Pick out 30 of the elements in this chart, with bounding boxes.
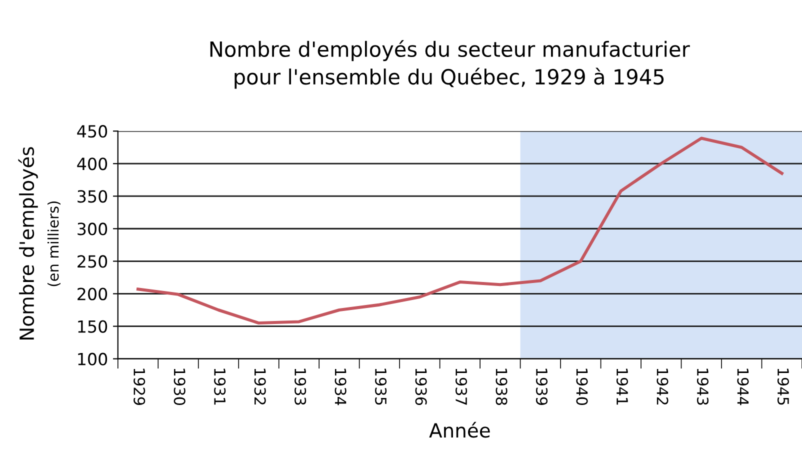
chart-title: Nombre d'employés du secteur manufacturier pour l'ensemble du Québec, 1929 à 1945: [210, 40, 690, 89]
x-tick-label: 1943: [696, 368, 709, 405]
x-tick-label: 1944: [737, 368, 749, 406]
y-tick-label: 250: [78, 255, 108, 268]
x-tick-label: 1931: [214, 368, 226, 405]
y-tick-label: 350: [78, 190, 108, 203]
x-tick-label: 1940: [576, 368, 588, 405]
line-series: [136, 136, 784, 325]
x-tick-label: 1942: [656, 368, 668, 404]
y-tick-label: 150: [78, 320, 108, 333]
x-tick-label: 1935: [375, 368, 387, 405]
x-tick-label: 1941: [616, 368, 628, 405]
y-tick-label: 450: [77, 125, 108, 138]
y-tick-label: 400: [77, 158, 108, 170]
text: (en milliers): [47, 201, 60, 286]
x-tick-label: 1945: [777, 368, 789, 405]
y-tick-label: 100: [78, 352, 108, 366]
y-tick-label: 300: [78, 222, 108, 236]
x-tick-label: 1938: [496, 368, 508, 405]
x-tick-label: 1933: [294, 368, 306, 405]
x-tick-label: 1929: [134, 368, 146, 405]
x-tick-label: 1932: [254, 368, 266, 404]
x-tick-label: 1936: [415, 368, 427, 406]
x-tick-label: 1930: [174, 368, 186, 405]
x-axis-title: Année: [429, 422, 490, 438]
x-tick-label: 1939: [536, 368, 548, 405]
x-tick-label: 1937: [456, 368, 468, 405]
y-axis-title: Nombre d'employés: [18, 147, 38, 340]
y-tick-label: 200: [78, 288, 108, 300]
x-tick-label: 1934: [334, 368, 346, 406]
